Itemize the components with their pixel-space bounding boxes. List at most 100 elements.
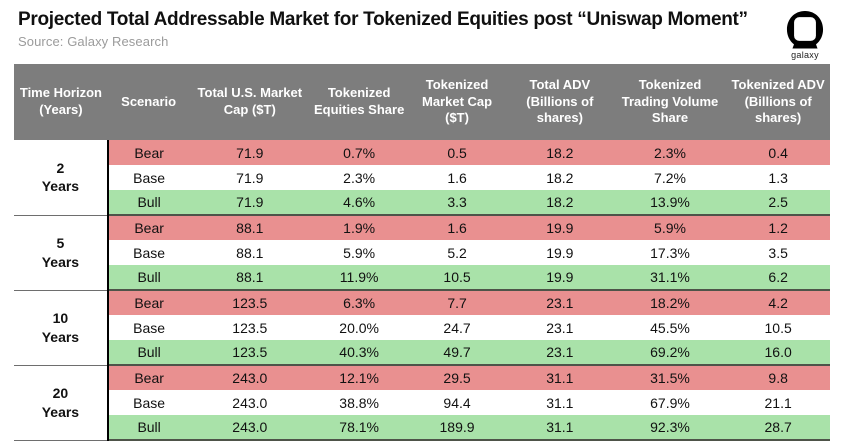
value-cell: 18.2% (613, 290, 727, 315)
scenario-cell: Bull (107, 265, 190, 291)
value-cell: 16.0 (726, 340, 830, 366)
page-header: Projected Total Addressable Market for T… (0, 0, 844, 62)
value-cell: 13.9% (613, 190, 727, 216)
value-cell: 9.8 (726, 365, 830, 390)
value-cell: 88.1 (189, 215, 311, 240)
value-cell: 6.3% (310, 290, 409, 315)
value-cell: 20.0% (310, 315, 409, 340)
table-row: Base 88.1 5.9% 5.2 19.9 17.3% 3.5 (14, 240, 830, 265)
value-cell: 88.1 (189, 240, 311, 265)
value-cell: 4.6% (310, 190, 409, 216)
table-row: Base 243.0 38.8% 94.4 31.1 67.9% 21.1 (14, 390, 830, 415)
value-cell: 38.8% (310, 390, 409, 415)
value-cell: 69.2% (613, 340, 727, 366)
value-cell: 40.3% (310, 340, 409, 366)
scenario-cell: Base (107, 390, 190, 415)
value-cell: 31.1 (506, 415, 614, 441)
column-header: Total U.S. Market Cap ($T) (189, 64, 311, 140)
value-cell: 1.2 (726, 215, 830, 240)
scenario-cell: Bear (107, 365, 190, 390)
header-row: Time Horizon (Years) Scenario Total U.S. M… (14, 64, 830, 140)
column-header: Scenario (107, 64, 190, 140)
value-cell: 1.6 (408, 215, 506, 240)
scenario-cell: Bear (107, 215, 190, 240)
table-row: 10 Years Bear 123.5 6.3% 7.7 23.1 18.2% 4.2 (14, 290, 830, 366)
value-cell: 11.9% (310, 265, 409, 291)
source-text: Source: Galaxy Research (18, 34, 169, 49)
column-header: Tokenized Market Cap ($T) (408, 64, 506, 140)
value-cell: 29.5 (408, 365, 506, 390)
galaxy-logo: galaxy (782, 10, 828, 60)
value-cell: 6.2 (726, 265, 830, 291)
value-cell: 0.4 (726, 140, 830, 165)
value-cell: 18.2 (506, 165, 614, 190)
projection-table: Time Horizon (Years) Scenario Total U.S. M… (14, 64, 830, 441)
value-cell: 5.9% (613, 215, 727, 240)
value-cell: 21.1 (726, 390, 830, 415)
value-cell: 7.2% (613, 165, 727, 190)
value-cell: 45.5% (613, 315, 727, 340)
scenario-cell: Base (107, 240, 190, 265)
table-row: Base 123.5 20.0% 24.7 23.1 45.5% 10.5 (14, 315, 830, 340)
table-row: Bull 243.0 78.1% 189.9 31.1 92.3% 28.7 (14, 415, 830, 441)
value-cell: 7.7 (408, 290, 506, 315)
value-cell: 0.7% (310, 140, 409, 165)
value-cell: 3.3 (408, 190, 506, 216)
page-title: Projected Total Addressable Market for T… (18, 9, 748, 30)
value-cell: 19.9 (506, 240, 614, 265)
title-block: Projected Total Addressable Market for T… (18, 9, 782, 49)
scenario-cell: Base (107, 315, 190, 340)
value-cell: 2.5 (726, 190, 830, 216)
galaxy-helmet-icon (786, 11, 824, 49)
scenario-cell: Bull (107, 340, 190, 366)
value-cell: 1.9% (310, 215, 409, 240)
value-cell: 1.6 (408, 165, 506, 190)
column-header: Tokenized Equities Share (310, 64, 409, 140)
scenario-cell: Bear (107, 290, 190, 315)
table-row: 20 Years Bear 243.0 12.1% 29.5 31.1 31.5% 9.8 (14, 365, 830, 441)
value-cell: 123.5 (189, 290, 311, 315)
time-horizon-cell: 2 Years (14, 140, 109, 216)
value-cell: 3.5 (726, 240, 830, 265)
scenario-cell: Bull (107, 415, 190, 441)
value-cell: 23.1 (506, 290, 614, 315)
scenario-cell: Bull (107, 190, 190, 216)
value-cell: 2.3% (310, 165, 409, 190)
value-cell: 17.3% (613, 240, 727, 265)
column-header: Tokenized Trading Volume Share (613, 64, 727, 140)
table-row: Bull 71.9 4.6% 3.3 18.2 13.9% 2.5 (14, 190, 830, 216)
value-cell: 243.0 (189, 415, 311, 441)
value-cell: 49.7 (408, 340, 506, 366)
time-horizon-cell: 10 Years (14, 290, 109, 366)
value-cell: 23.1 (506, 340, 614, 366)
value-cell: 88.1 (189, 265, 311, 291)
value-cell: 31.1 (506, 365, 614, 390)
value-cell: 78.1% (310, 415, 409, 441)
value-cell: 19.9 (506, 265, 614, 291)
value-cell: 23.1 (506, 315, 614, 340)
value-cell: 92.3% (613, 415, 727, 441)
value-cell: 31.1% (613, 265, 727, 291)
value-cell: 67.9% (613, 390, 727, 415)
value-cell: 123.5 (189, 315, 311, 340)
table-row: Base 71.9 2.3% 1.6 18.2 7.2% 1.3 (14, 165, 830, 190)
scenario-cell: Bear (107, 140, 190, 165)
value-cell: 19.9 (506, 215, 614, 240)
value-cell: 71.9 (189, 140, 311, 165)
value-cell: 71.9 (189, 190, 311, 216)
value-cell: 243.0 (189, 365, 311, 390)
value-cell: 123.5 (189, 340, 311, 366)
value-cell: 10.5 (408, 265, 506, 291)
value-cell: 0.5 (408, 140, 506, 165)
value-cell: 243.0 (189, 390, 311, 415)
value-cell: 5.2 (408, 240, 506, 265)
table-row: 5 Years Bear 88.1 1.9% 1.6 19.9 5.9% 1.2 (14, 215, 830, 291)
value-cell: 18.2 (506, 190, 614, 216)
value-cell: 71.9 (189, 165, 311, 190)
value-cell: 28.7 (726, 415, 830, 441)
time-horizon-cell: 5 Years (14, 215, 109, 291)
scenario-cell: Base (107, 165, 190, 190)
value-cell: 1.3 (726, 165, 830, 190)
table-row: Bull 88.1 11.9% 10.5 19.9 31.1% 6.2 (14, 265, 830, 291)
table-row: Bull 123.5 40.3% 49.7 23.1 69.2% 16.0 (14, 340, 830, 366)
